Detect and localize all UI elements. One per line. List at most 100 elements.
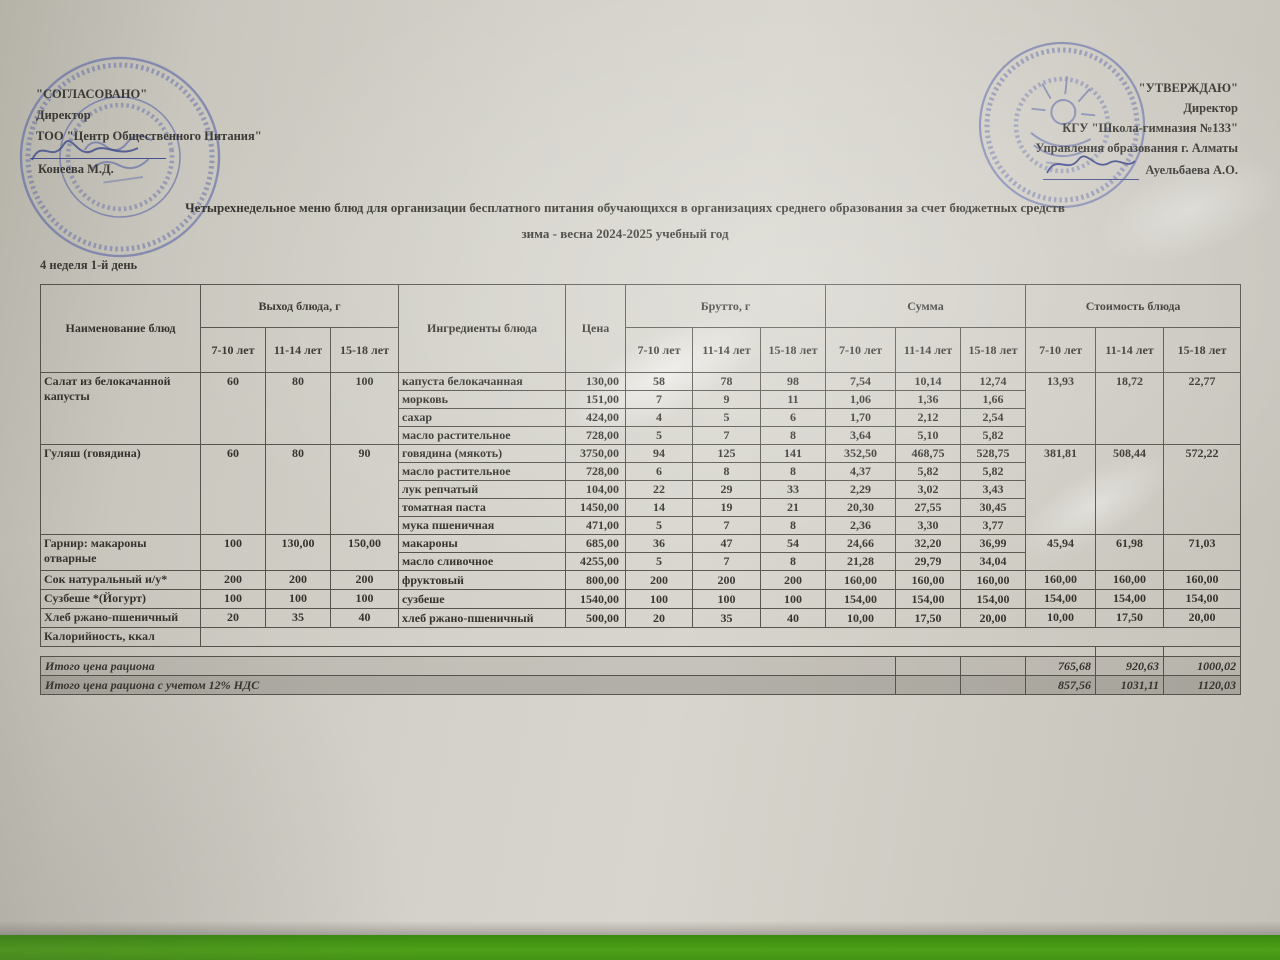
dish-name: Сок натуральный и/у* bbox=[40, 570, 201, 590]
dish-name: Гарнир: макароны отварные bbox=[40, 534, 201, 571]
summa-value: 4,37 bbox=[825, 462, 897, 481]
total-value: 765,68 bbox=[1025, 656, 1097, 676]
summa-value: 5,82 bbox=[960, 462, 1027, 481]
summa-value: 1,66 bbox=[960, 390, 1027, 409]
ingredient-name: макароны bbox=[398, 534, 567, 553]
dish-cost-value: 381,81 bbox=[1025, 444, 1097, 535]
summa-value: 468,75 bbox=[895, 444, 962, 463]
total-value: 1120,03 bbox=[1163, 675, 1242, 695]
brutto-value: 7 bbox=[692, 426, 762, 445]
brutto-value: 200 bbox=[625, 570, 694, 590]
dish-name: Салат из белокачанной капусты bbox=[40, 372, 201, 445]
separator-cell bbox=[40, 646, 1097, 657]
summa-value: 2,12 bbox=[895, 408, 962, 427]
document-title-line2: зима - весна 2024-2025 учебный год bbox=[521, 226, 729, 241]
ingredient-price: 685,00 bbox=[565, 534, 627, 553]
agreed-label: "СОГЛАСОВАНО" bbox=[36, 87, 148, 101]
summa-value: 3,77 bbox=[960, 516, 1027, 535]
summa-value: 160,00 bbox=[825, 570, 897, 590]
dish-name: Хлеб ржано-пшеничный bbox=[40, 608, 201, 628]
age-group-header: 7-10 лет bbox=[1025, 327, 1097, 373]
light-reflection bbox=[1047, 109, 1280, 311]
brutto-value: 6 bbox=[625, 462, 694, 481]
ingredient-name: томатная паста bbox=[398, 498, 567, 517]
approval-left-block: "СОГЛАСОВАНО" Директор ТОО "Центр Общест… bbox=[36, 84, 262, 147]
dish-cost-value: 160,00 bbox=[1025, 570, 1097, 590]
summa-value: 154,00 bbox=[895, 589, 962, 609]
brutto-value: 7 bbox=[625, 390, 694, 409]
age-group-header: 7-10 лет bbox=[825, 327, 897, 373]
summa-value: 154,00 bbox=[825, 589, 897, 609]
ingredient-name: сахар bbox=[398, 408, 567, 427]
total-value: 1031,11 bbox=[1095, 675, 1165, 695]
total-label: Итого цена рациона bbox=[39, 656, 897, 676]
signature-left-icon bbox=[31, 140, 139, 161]
age-group-header: 11-14 лет bbox=[1095, 327, 1165, 373]
agreed-signer-name: Конеева М.Д. bbox=[38, 162, 114, 176]
summa-value: 34,04 bbox=[960, 552, 1027, 571]
total-value: 1000,02 bbox=[1163, 656, 1242, 676]
table-row: масло растительное 728,00 6 8 8 4,37 5,82 5,82 bbox=[41, 462, 1241, 481]
signature-right-icon bbox=[1046, 155, 1137, 174]
brutto-value: 5 bbox=[625, 426, 694, 445]
dish-yield-value: 100 bbox=[329, 372, 400, 445]
dish-yield-value: 100 bbox=[265, 589, 331, 609]
dish-yield-value: 200 bbox=[329, 570, 400, 590]
brutto-value: 19 bbox=[692, 498, 762, 517]
dish-yield-value: 130,00 bbox=[265, 534, 331, 571]
brutto-value: 4 bbox=[625, 408, 694, 427]
brutto-value: 94 bbox=[625, 444, 694, 463]
dish-yield-value: 40 bbox=[329, 608, 400, 628]
ingredient-price: 1540,00 bbox=[565, 589, 627, 609]
brutto-value: 7 bbox=[692, 552, 762, 571]
summa-value: 1,36 bbox=[895, 390, 962, 409]
brutto-value: 100 bbox=[692, 589, 762, 609]
menu-table-body: Салат из белокачанной капусты 60 80 100 капу… bbox=[39, 372, 1242, 695]
dish-cost-value: 20,00 bbox=[1163, 608, 1242, 628]
summa-value: 29,79 bbox=[895, 552, 962, 571]
brutto-value: 8 bbox=[692, 462, 762, 481]
separator-cell bbox=[1095, 646, 1165, 657]
dish-yield-value: 200 bbox=[265, 570, 331, 590]
green-surface bbox=[0, 935, 1280, 960]
summa-value: 20,30 bbox=[825, 498, 897, 517]
dish-yield-value: 60 bbox=[200, 372, 266, 445]
ingredient-name: лук репчатый bbox=[398, 480, 567, 499]
summa-value: 30,45 bbox=[960, 498, 1027, 517]
age-group-header: 15-18 лет bbox=[760, 327, 827, 373]
brutto-value: 5 bbox=[625, 516, 694, 535]
dish-yield-value: 90 bbox=[329, 444, 400, 535]
dish-yield-value: 150,00 bbox=[329, 534, 400, 571]
summa-value: 10,00 bbox=[825, 608, 897, 628]
col-header-cost: Стоимость блюда bbox=[1025, 284, 1242, 328]
ingredient-price: 151,00 bbox=[565, 390, 627, 409]
ingredient-price: 424,00 bbox=[565, 408, 627, 427]
light-reflection bbox=[510, 260, 820, 490]
summa-value: 10,14 bbox=[895, 372, 962, 391]
table-row: морковь 151,00 7 9 11 1,06 1,36 1,66 bbox=[41, 390, 1241, 409]
kcal-label: Калорийность, ккал bbox=[40, 627, 201, 647]
table-row: Сузбеше *(Йогурт) 100 100 100 сузбеше 1540,00… bbox=[40, 589, 1242, 609]
ingredient-price: 800,00 bbox=[565, 570, 627, 590]
age-group-header: 7-10 лет bbox=[625, 327, 694, 373]
dish-cost-value: 17,50 bbox=[1095, 608, 1165, 628]
ingredient-price: 500,00 bbox=[565, 608, 627, 628]
brutto-value: 125 bbox=[692, 444, 762, 463]
total-label: Итого цена рациона с учетом 12% НДС bbox=[39, 675, 897, 695]
dish-cost-value: 154,00 bbox=[1163, 589, 1242, 609]
approve-signer-name: Ауельбаева А.О. bbox=[1145, 163, 1238, 177]
dish-yield-value: 200 bbox=[200, 570, 266, 590]
document-title-line1: Четырехнедельное меню блюд для организац… bbox=[185, 200, 1065, 215]
paper-edge-shadow bbox=[0, 921, 1280, 935]
round-stamp-right-icon bbox=[978, 41, 1146, 209]
dish-yield-value: 60 bbox=[200, 444, 266, 535]
brutto-value: 11 bbox=[760, 390, 827, 409]
dish-cost-value: 22,77 bbox=[1163, 372, 1242, 445]
dish-yield-value: 35 bbox=[265, 608, 331, 628]
table-row: Калорийность, ккал bbox=[40, 627, 1242, 647]
summa-value: 2,29 bbox=[825, 480, 897, 499]
ingredient-price: 728,00 bbox=[565, 462, 627, 481]
dish-yield-value: 20 bbox=[200, 608, 266, 628]
col-header-ingredients: Ингредиенты блюда bbox=[398, 284, 567, 373]
